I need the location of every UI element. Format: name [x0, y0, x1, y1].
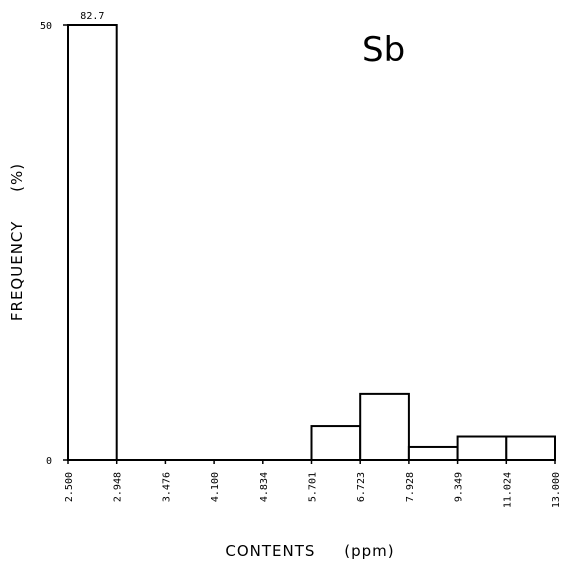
x-tick-label-7: 7.928	[405, 472, 416, 502]
chart-title: Sb	[362, 30, 405, 70]
y-axis-label: FREQUENCY (%)	[8, 163, 26, 321]
x-axis-label: CONTENTS (ppm)	[225, 542, 394, 560]
x-tick-label-10: 13.000	[551, 472, 562, 508]
data-label-0: 82.7	[80, 11, 104, 22]
y-ticks-group: 0 50	[40, 21, 68, 467]
bars-group	[67, 24, 556, 462]
bar-8	[456, 435, 508, 462]
data-labels-group: 82.7	[80, 11, 104, 22]
bar-7	[407, 445, 459, 462]
x-tick-label-4: 4.834	[259, 472, 270, 502]
x-tick-label-9: 11.024	[502, 472, 513, 508]
y-tick-label-1: 50	[40, 21, 52, 32]
bar-5	[310, 425, 362, 462]
x-ticks-group: 2.500 2.948 3.476 4.100 4.834 5.701 6.723 7.928…	[64, 460, 562, 508]
x-tick-label-2: 3.476	[161, 472, 172, 502]
x-tick-label-8: 9.349	[454, 472, 465, 502]
x-tick-label-3: 4.100	[210, 472, 221, 502]
x-tick-label-5: 5.701	[308, 472, 319, 502]
bar-6	[359, 392, 410, 462]
y-tick-label-0: 0	[46, 456, 52, 467]
x-tick-label-1: 2.948	[113, 472, 124, 502]
x-tick-label-6: 6.723	[356, 472, 367, 502]
x-tick-label-0: 2.500	[64, 472, 75, 502]
bar-9	[505, 435, 556, 462]
bar-0	[67, 24, 118, 461]
